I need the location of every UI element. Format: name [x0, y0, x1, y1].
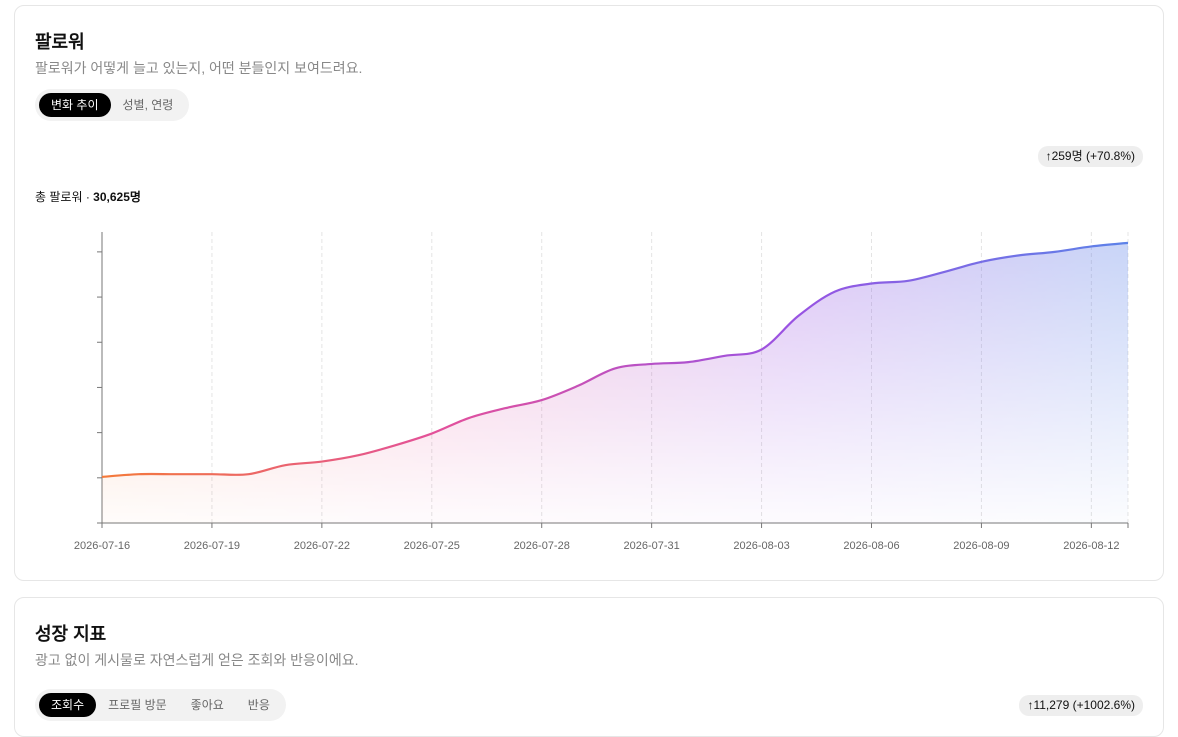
x-tick-label: 2026-08-06	[843, 540, 899, 552]
line	[101, 241, 1129, 479]
tab[interactable]: 성별, 연령	[122, 98, 174, 112]
tab-group: 조회수 프로필 방문 좋아요 반응	[35, 689, 286, 721]
total-value: 30,625명	[93, 190, 141, 204]
tab[interactable]: 프로필 방문	[108, 698, 167, 712]
x-tick-label: 2026-07-16	[74, 540, 130, 552]
card-subtitle: 팔로워가 어떻게 늘고 있는지, 어떤 분들인지 보여드려요.	[35, 60, 363, 76]
growth-card: 성장 지표 광고 없이 게시물로 자연스럽게 얻은 조회와 반응이에요. 조회수…	[14, 597, 1164, 737]
total-label: 총 팔로워 ·	[35, 190, 90, 204]
area	[102, 242, 1128, 523]
x-tick-label: 2026-07-25	[404, 540, 460, 552]
x-tick-label: 2026-07-19	[184, 540, 240, 552]
x-tick-label: 2026-08-09	[953, 540, 1009, 552]
tab[interactable]: 변화 추이	[39, 93, 111, 117]
card-title: 팔로워	[35, 32, 85, 52]
chart: 2026-07-16 2026-07-19 2026-07-22 2026-07-25…	[74, 232, 1129, 552]
tab-group: 변화 추이 성별, 연령	[35, 89, 190, 121]
change-badge: ↑259명 (+70.8%)	[1037, 146, 1143, 167]
total-followers: 총 팔로워 · 30,625명	[35, 188, 141, 205]
change-badge: ↑11,279 (+1002.6%)	[1019, 695, 1143, 716]
x-tick-label: 2026-07-31	[624, 540, 680, 552]
card-title: 성장 지표	[35, 624, 107, 644]
x-tick-label: 2026-08-12	[1063, 540, 1119, 552]
x-tick-label: 2026-08-03	[733, 540, 789, 552]
x-tick-label: 2026-07-22	[294, 540, 350, 552]
card-subtitle: 광고 없이 게시물로 자연스럽게 얻은 조회와 반응이에요.	[35, 652, 359, 668]
tab[interactable]: 좋아요	[190, 698, 224, 712]
page: 팔로워 팔로워가 어떻게 늘고 있는지, 어떤 분들인지 보여드려요. 변화 추…	[14, 5, 1164, 737]
tab[interactable]: 조회수	[39, 693, 97, 717]
x-tick-label: 2026-07-28	[514, 540, 570, 552]
tab[interactable]: 반응	[247, 698, 270, 712]
